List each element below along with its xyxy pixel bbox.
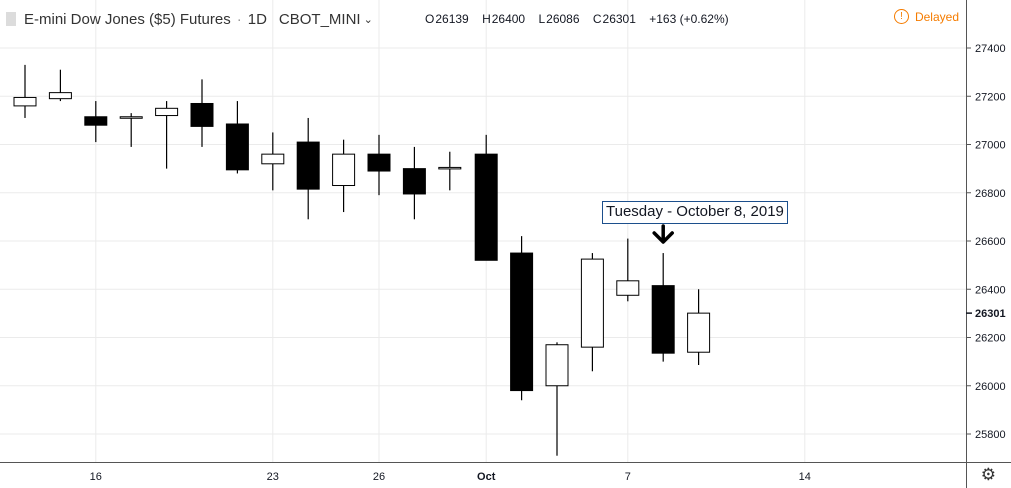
candle-body bbox=[474, 153, 498, 261]
gear-icon[interactable]: ⚙ bbox=[980, 465, 996, 484]
x-tick-label: Oct bbox=[477, 471, 496, 483]
candle-body bbox=[261, 153, 285, 165]
x-tick-label: 23 bbox=[267, 471, 279, 483]
exchange-label[interactable]: CBOT_MINI bbox=[278, 10, 361, 28]
candle-body bbox=[190, 102, 214, 127]
delayed-status[interactable]: ! Delayed bbox=[893, 9, 959, 24]
candle-body bbox=[332, 153, 356, 187]
candles bbox=[13, 64, 711, 456]
y-tick-label: 25800 bbox=[975, 429, 1006, 441]
low-value: 26086 bbox=[546, 12, 580, 26]
candle-body bbox=[155, 107, 179, 117]
delayed-label: Delayed bbox=[914, 9, 959, 24]
high-value: 26400 bbox=[491, 12, 526, 26]
candle-body bbox=[13, 96, 37, 107]
chevron-down-icon[interactable]: ⌄ bbox=[363, 13, 373, 26]
chart-header: E-mini Dow Jones ($5) Futures · 1D CBOT_… bbox=[6, 9, 373, 29]
candle-body bbox=[580, 258, 604, 348]
candle-body bbox=[119, 116, 143, 119]
x-tick-label: 16 bbox=[90, 471, 102, 483]
candle-body bbox=[367, 153, 391, 172]
interval-label[interactable]: 1D bbox=[247, 10, 267, 28]
x-tick-label: 7 bbox=[625, 471, 631, 483]
candle-body bbox=[510, 252, 534, 392]
candle-body bbox=[651, 285, 675, 354]
candle-body bbox=[296, 141, 320, 190]
arrow-path bbox=[652, 224, 674, 244]
change-value: +163 (+0.62%) bbox=[649, 12, 729, 26]
candle-body bbox=[48, 92, 72, 100]
x-tick-label: 26 bbox=[373, 471, 385, 483]
candle-body bbox=[225, 123, 249, 171]
candle-body bbox=[616, 280, 640, 296]
y-tick-label: 26600 bbox=[975, 236, 1006, 248]
close-value: 26301 bbox=[602, 12, 636, 26]
down-arrow-icon bbox=[652, 224, 674, 244]
candle-body bbox=[84, 116, 108, 126]
y-tick-label: 26000 bbox=[975, 381, 1006, 393]
y-tick-label: 26800 bbox=[975, 188, 1006, 200]
x-tick-label: 14 bbox=[799, 471, 811, 483]
symbol-title[interactable]: E-mini Dow Jones ($5) Futures bbox=[24, 10, 231, 28]
candle-body bbox=[687, 312, 711, 353]
series-marker-icon bbox=[6, 12, 16, 26]
open-value: 26139 bbox=[435, 12, 469, 26]
candle-body bbox=[402, 168, 426, 195]
y-tick-label: 27200 bbox=[975, 91, 1006, 103]
exclamation-circle-icon: ! bbox=[893, 9, 909, 24]
candle-body bbox=[438, 166, 462, 170]
date-annotation: Tuesday - October 8, 2019 bbox=[602, 201, 788, 224]
y-tick-label: 26400 bbox=[975, 284, 1006, 296]
x-axis-labels: 16 23 26 Oct 7 14 bbox=[90, 471, 811, 483]
ohlc-values: O26139 H26400 L26086 C26301 +163 (+0.62%… bbox=[425, 12, 729, 26]
y-tick-label: 26200 bbox=[975, 333, 1006, 345]
y-tick-label: 27400 bbox=[975, 43, 1006, 55]
y-tick-label: 27000 bbox=[975, 140, 1006, 152]
y-axis-labels: 25800 26000 26200 26400 26600 26800 27000 27200… bbox=[975, 43, 1006, 441]
last-price-label: 26301 bbox=[975, 308, 1006, 320]
candle-body bbox=[545, 344, 569, 387]
